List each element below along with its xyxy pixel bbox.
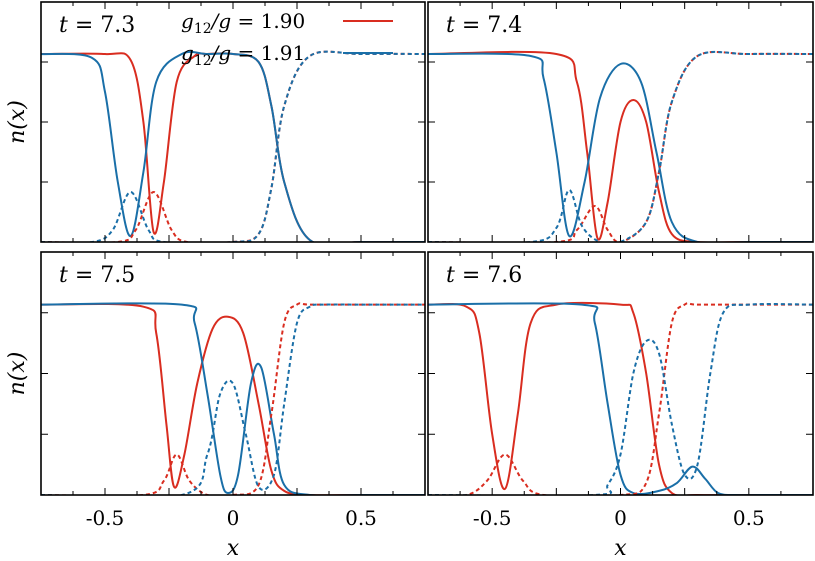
panel-top-left: t = 7.3 g12/g = 1.90 g12/g = 1.91	[40, 1, 426, 243]
series-line-blue-dashed	[41, 50, 425, 242]
x-tick-label: 0	[227, 506, 240, 530]
plot-frame	[40, 1, 426, 243]
panel-top-right: t = 7.4	[427, 1, 814, 243]
series-line-red-dashed	[41, 302, 425, 495]
panel-bottom-left: t = 7.5	[40, 251, 426, 496]
series-line-blue-dashed	[41, 303, 425, 495]
legend-entry-label: g12/g = 1.91	[181, 41, 305, 69]
series-line-red-solid	[428, 50, 813, 242]
series-group	[428, 301, 813, 495]
series-line-blue-dashed	[428, 50, 813, 242]
x-axis-label: x	[614, 536, 627, 561]
panel-time-label: t = 7.6	[446, 263, 522, 288]
series-group	[428, 50, 813, 242]
series-group	[41, 302, 425, 495]
panel-time-label: t = 7.4	[446, 13, 522, 38]
series-line-red-solid	[41, 52, 425, 242]
series-line-red-solid	[41, 302, 425, 495]
panel-time-label: t = 7.5	[59, 263, 135, 288]
y-axis-label: n(x)	[5, 352, 30, 396]
x-tick-label: -0.5	[86, 506, 125, 530]
series-line-blue-solid	[428, 52, 813, 242]
series-line-red-dashed	[41, 50, 425, 242]
legend-entry-label: g12/g = 1.90	[181, 9, 305, 37]
plot-frame	[40, 251, 426, 496]
series-group	[41, 50, 425, 242]
x-axis-label: x	[227, 536, 240, 561]
panel-bottom-right: t = 7.6	[427, 251, 814, 496]
series-line-blue-dashed	[428, 303, 813, 495]
series-line-red-dashed	[428, 302, 813, 495]
series-line-red-dashed	[428, 50, 813, 242]
x-tick-label: 0	[614, 506, 627, 530]
panel-time-label: t = 7.3	[59, 13, 135, 38]
series-line-red-solid	[428, 301, 813, 495]
series-line-blue-solid	[428, 302, 813, 495]
x-tick-label: -0.5	[473, 506, 512, 530]
y-axis-label: n(x)	[5, 100, 30, 144]
series-line-blue-solid	[41, 50, 425, 242]
series-line-blue-solid	[41, 302, 425, 495]
x-tick-label: 0.5	[345, 506, 377, 530]
x-tick-label: 0.5	[733, 506, 765, 530]
